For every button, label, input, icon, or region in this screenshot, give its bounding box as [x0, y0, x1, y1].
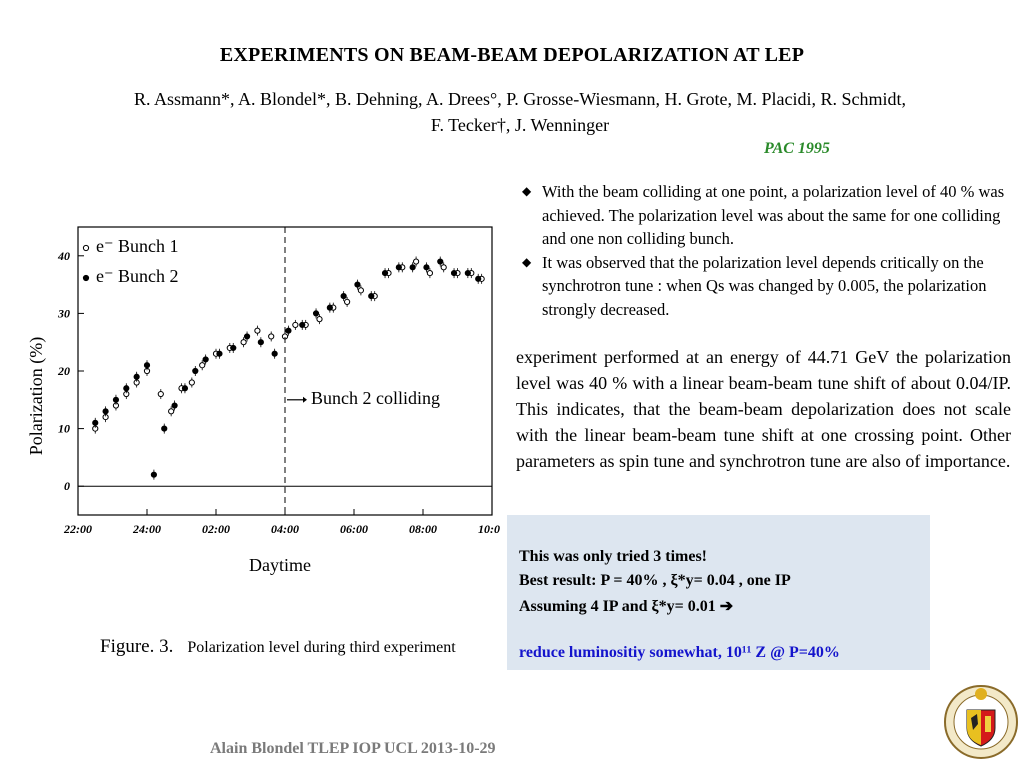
data-point	[440, 264, 447, 271]
data-point	[354, 281, 361, 288]
data-point	[271, 350, 278, 357]
data-point	[357, 287, 364, 294]
bullet-item: ◆ With the beam colliding at one point, …	[520, 180, 1010, 251]
figure-label: Figure. 3.	[100, 636, 174, 657]
data-point	[216, 350, 223, 357]
polarization-chart-svg: 0 10 20 30 40 22:00 24:00 02:00 04:00 06:00 08:00 1…	[26, 226, 506, 575]
data-point	[254, 327, 261, 334]
chart-points	[92, 256, 485, 480]
data-point	[413, 258, 420, 265]
y-tick-label: 20	[57, 364, 70, 378]
data-point	[240, 339, 247, 346]
x-axis-label: Daytime	[249, 555, 311, 575]
annotation-label: Bunch 2 colliding	[311, 388, 440, 408]
data-point	[161, 425, 168, 432]
data-point	[199, 362, 206, 369]
data-point	[340, 293, 347, 300]
data-point	[409, 264, 416, 271]
x-tick-label: 08:00	[409, 522, 437, 536]
figure-caption-text: Polarization level during third experime…	[187, 639, 456, 656]
bullet-text: It was observed that the polarization le…	[542, 252, 987, 319]
data-point	[123, 385, 130, 392]
legend-marker	[82, 274, 90, 282]
data-point	[423, 264, 430, 271]
data-point	[344, 298, 351, 305]
data-point	[299, 321, 306, 329]
x-tick-label: 06:00	[340, 522, 368, 536]
data-point	[112, 396, 120, 403]
bullet-list: ◆ With the beam colliding at one point, …	[520, 180, 1010, 321]
data-point	[292, 321, 299, 329]
y-tick-label: 10	[58, 422, 70, 436]
university-geneva-seal-icon	[943, 684, 1019, 760]
bullet-text: With the beam colliding at one point, a …	[542, 182, 1005, 248]
data-point	[92, 419, 99, 426]
data-point	[326, 304, 333, 311]
x-tick-label: 10:00	[478, 522, 500, 536]
data-point	[202, 356, 209, 363]
data-point	[192, 367, 199, 375]
summary-line-2: Best result: P = 40% , ξ*y= 0.04 , one I…	[519, 572, 791, 589]
figure-caption: Figure. 3. Polarization level during thi…	[100, 636, 456, 658]
annotation-arrowhead	[303, 396, 307, 403]
chart-ticks: 0 10 20 30 40 22:00 24:00 02:00 04:00 06:00 08:00 1…	[26, 249, 506, 575]
y-tick-label: 40	[57, 249, 70, 263]
data-point	[243, 333, 251, 340]
authors-line-1: R. Assmann*, A. Blondel*, B. Dehning, A.…	[134, 89, 906, 109]
data-point	[464, 269, 471, 277]
summary-line-1: This was only tried 3 times!	[519, 548, 707, 565]
summary-conclusion: reduce luminositiy somewhat, 10¹¹ Z @ P=…	[519, 644, 840, 661]
data-point	[102, 408, 109, 415]
summary-box: This was only tried 3 times! Best result…	[507, 515, 930, 670]
data-point	[450, 269, 458, 277]
data-point	[268, 333, 275, 340]
chart-legend: e⁻ Bunch 1 e⁻ Bunch 2	[82, 236, 179, 286]
authors-line-2: F. Tecker†, J. Wenninger	[430, 115, 610, 135]
summary-line-3: Assuming 4 IP and ξ*y= 0.01 ➔	[519, 598, 734, 615]
bullet-icon: ◆	[522, 184, 532, 198]
x-tick-label: 02:00	[202, 522, 230, 536]
data-point	[150, 471, 157, 478]
conference-tag: PAC 1995	[764, 140, 830, 157]
data-point	[257, 339, 264, 346]
data-point	[188, 379, 195, 386]
data-point	[181, 385, 189, 392]
data-point	[437, 258, 444, 265]
data-point	[171, 402, 178, 409]
legend-label: e⁻ Bunch 1	[96, 236, 179, 256]
data-point	[312, 310, 320, 317]
data-point	[157, 390, 164, 398]
data-point	[133, 373, 140, 380]
legend-label: e⁻ Bunch 2	[96, 266, 179, 286]
slide-title: EXPERIMENTS ON BEAM-BEAM DEPOLARIZATION …	[219, 44, 805, 66]
data-point	[316, 316, 323, 323]
bullet-icon: ◆	[522, 254, 532, 269]
data-point	[368, 293, 375, 300]
data-point	[381, 269, 389, 277]
bullet-item: ◆ It was observed that the polarization …	[520, 251, 1010, 322]
y-axis-label: Polarization (%)	[26, 337, 47, 455]
data-point	[285, 327, 292, 334]
data-point	[230, 344, 237, 352]
experiment-paragraph: experiment performed at an energy of 44.…	[516, 347, 1011, 471]
footer-text: Alain Blondel TLEP IOP UCL 2013-10-29	[210, 740, 496, 757]
x-tick-label: 24:00	[132, 522, 161, 536]
data-point	[395, 264, 402, 271]
data-point	[168, 408, 175, 415]
x-tick-label: 04:00	[271, 522, 299, 536]
data-point	[426, 269, 433, 277]
legend-marker	[82, 244, 90, 252]
y-tick-label: 30	[57, 306, 70, 320]
y-tick-label: 0	[64, 479, 70, 493]
data-point	[475, 275, 482, 282]
polarization-chart: 0 10 20 30 40 22:00 24:00 02:00 04:00 06:00 08:00 1…	[20, 215, 506, 585]
x-tick-label: 22:00	[63, 522, 92, 536]
chart-annotation: Bunch 2 colliding	[284, 227, 440, 515]
data-point	[143, 362, 151, 369]
